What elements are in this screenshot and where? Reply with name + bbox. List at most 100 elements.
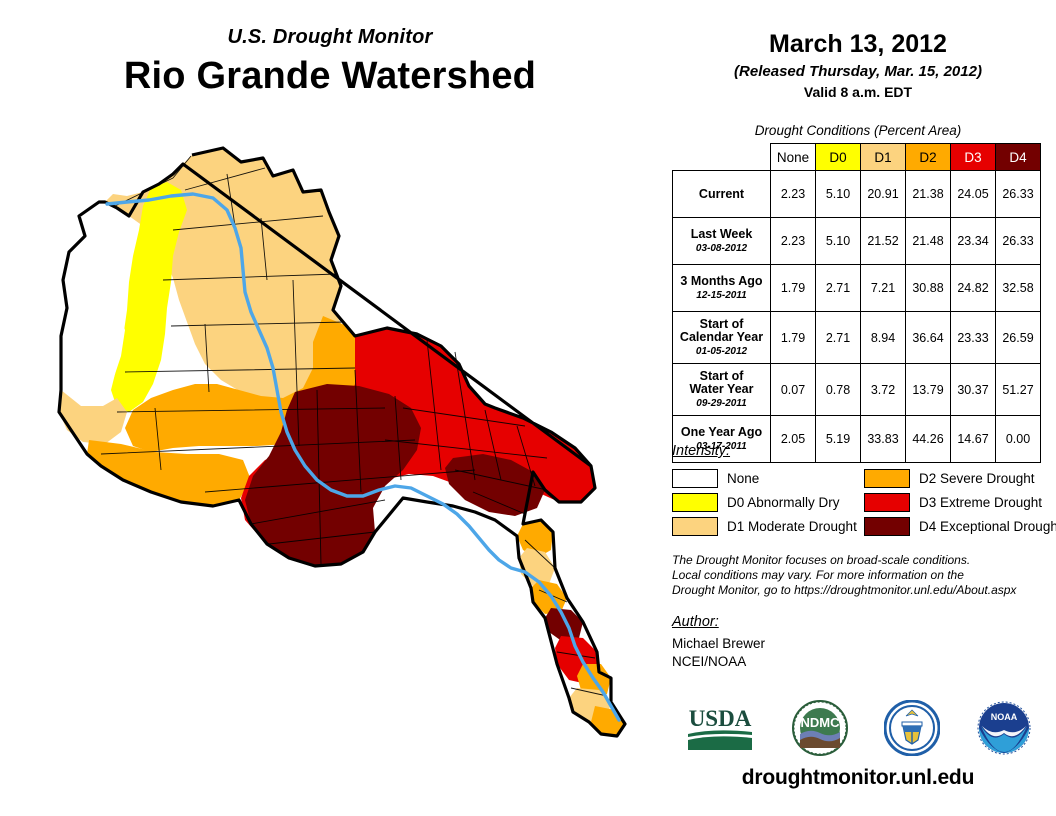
cell-d2: 30.88: [905, 264, 951, 312]
cell-d4: 32.58: [995, 264, 1041, 312]
swatch-d4-icon: [864, 516, 910, 536]
intensity-legend-title: Intensity:: [672, 443, 731, 459]
usda-logo[interactable]: USDA: [684, 702, 756, 754]
cell-d1: 20.91: [860, 170, 906, 218]
website-url[interactable]: droughtmonitor.unl.edu: [741, 766, 975, 789]
legend-item-d1: D1 Moderate Drought: [672, 516, 864, 536]
cell-d3: 24.05: [950, 170, 996, 218]
row-label-text: Current: [698, 186, 745, 201]
row-label-text: Start of Water Year: [689, 368, 754, 396]
legend-label-d3: D3 Extreme Drought: [919, 494, 1043, 510]
rio-grande-river: [105, 192, 621, 722]
row-label-3-months-ago: 3 Months Ago 12-15-2011: [672, 264, 771, 312]
table-header-row: None D0 D1 D2 D3 D4: [673, 143, 1041, 171]
table-corner-cell: [673, 144, 771, 171]
table-row: Last Week 03-08-2012 2.23 5.10 21.52 21.…: [672, 217, 1041, 265]
swatch-d3-icon: [864, 492, 910, 512]
cell-none: 0.07: [770, 363, 816, 416]
region-d4-core: [245, 384, 421, 566]
svg-text:NOAA: NOAA: [991, 712, 1018, 722]
cell-d2: 13.79: [905, 363, 951, 416]
swatch-d0-icon: [672, 492, 718, 512]
row-label-date: 09-29-2011: [696, 397, 747, 409]
cell-d4: 26.59: [995, 311, 1041, 364]
ndmc-logo[interactable]: NDMC: [792, 700, 848, 756]
info-panel: March 13, 2012 (Released Thursday, Mar. …: [660, 0, 1056, 816]
region-tail-d2-upper: [517, 520, 553, 558]
disclaimer-line-1: The Drought Monitor focuses on broad-sca…: [672, 553, 971, 567]
usdc-seal[interactable]: [884, 700, 940, 756]
legend-item-d0: D0 Abnormally Dry: [672, 492, 864, 512]
author-affiliation: NCEI/NOAA: [672, 654, 747, 669]
cell-d3: 14.67: [950, 415, 996, 463]
region-d0-northwest: [111, 182, 187, 412]
row-label-text: Last Week: [690, 226, 753, 241]
row-label-current: Current: [672, 170, 771, 218]
table-caption: Drought Conditions (Percent Area): [754, 123, 962, 138]
logo-row: USDA NDMC: [660, 694, 1056, 762]
legend-label-none: None: [727, 470, 760, 486]
cell-d3: 23.33: [950, 311, 996, 364]
valid-time: Valid 8 a.m. EDT: [803, 84, 913, 100]
row-label-text: Start of Calendar Year: [679, 316, 764, 344]
legend-label-d0: D0 Abnormally Dry: [727, 494, 840, 510]
row-label-text: One Year Ago: [680, 424, 763, 439]
noaa-logo[interactable]: NOAA: [976, 700, 1032, 756]
col-header-none: None: [770, 143, 816, 171]
watershed-outline: [57, 146, 627, 738]
row-label-last-week: Last Week 03-08-2012: [672, 217, 771, 265]
legend-label-d4: D4 Exceptional Drought: [919, 518, 1056, 534]
table-row: Current 2.23 5.10 20.91 21.38 24.05 26.3…: [672, 170, 1041, 218]
author-heading: Author:: [672, 614, 719, 630]
cell-none: 1.79: [770, 264, 816, 312]
cell-d0: 2.71: [815, 311, 861, 364]
cell-d2: 44.26: [905, 415, 951, 463]
swatch-none-icon: [672, 468, 718, 488]
cell-d1: 3.72: [860, 363, 906, 416]
table-row: 3 Months Ago 12-15-2011 1.79 2.71 7.21 3…: [672, 264, 1041, 312]
cell-d1: 33.83: [860, 415, 906, 463]
legend-label-d2: D2 Severe Drought: [919, 470, 1035, 486]
date-block: March 13, 2012 (Released Thursday, Mar. …: [660, 30, 1056, 100]
legend-item-d2: D2 Severe Drought: [864, 468, 1056, 488]
svg-text:NDMC: NDMC: [801, 715, 841, 730]
cell-d0: 5.10: [815, 217, 861, 265]
cell-d4: 26.33: [995, 217, 1041, 265]
col-header-d2: D2: [905, 143, 951, 171]
table-row: One Year Ago 03-17-2011 2.05 5.19 33.83 …: [672, 415, 1041, 463]
map-panel: U.S. Drought Monitor Rio Grande Watershe…: [0, 26, 660, 790]
row-label-start-water-year: Start of Water Year 09-29-2011: [672, 363, 771, 416]
author-name: Michael Brewer: [672, 636, 766, 651]
swatch-d1-icon: [672, 516, 718, 536]
region-tail-d4: [545, 608, 583, 642]
cell-none: 2.23: [770, 170, 816, 218]
cell-d1: 21.52: [860, 217, 906, 265]
cell-d0: 5.19: [815, 415, 861, 463]
cell-d3: 30.37: [950, 363, 996, 416]
cell-d2: 21.38: [905, 170, 951, 218]
disclaimer-line-3: Drought Monitor, go to https://droughtmo…: [672, 583, 1017, 597]
table-row: Start of Water Year 09-29-2011 0.07 0.78…: [672, 363, 1041, 416]
row-label-date: 03-17-2011: [696, 440, 747, 452]
cell-d4: 51.27: [995, 363, 1041, 416]
row-label-start-calendar-year: Start of Calendar Year 01-05-2012: [672, 311, 771, 364]
col-header-d3: D3: [950, 143, 996, 171]
page-title: Rio Grande Watershed: [123, 55, 537, 97]
col-header-d0: D0: [815, 143, 861, 171]
title-block: U.S. Drought Monitor Rio Grande Watershe…: [0, 26, 660, 98]
disclaimer-text: The Drought Monitor focuses on broad-sca…: [672, 553, 1052, 598]
svg-text:USDA: USDA: [689, 706, 752, 731]
region-d2-southwest: [87, 440, 251, 506]
region-d1-westpocket: [59, 390, 127, 444]
drought-map[interactable]: [55, 140, 635, 790]
cell-d1: 8.94: [860, 311, 906, 364]
cell-d0: 2.71: [815, 264, 861, 312]
cell-d0: 5.10: [815, 170, 861, 218]
col-header-d4: D4: [995, 143, 1041, 171]
program-subtitle: U.S. Drought Monitor: [227, 26, 433, 48]
cell-none: 1.79: [770, 311, 816, 364]
drought-map-svg[interactable]: [55, 140, 635, 790]
cell-none: 2.23: [770, 217, 816, 265]
cell-d2: 21.48: [905, 217, 951, 265]
col-header-d1: D1: [860, 143, 906, 171]
